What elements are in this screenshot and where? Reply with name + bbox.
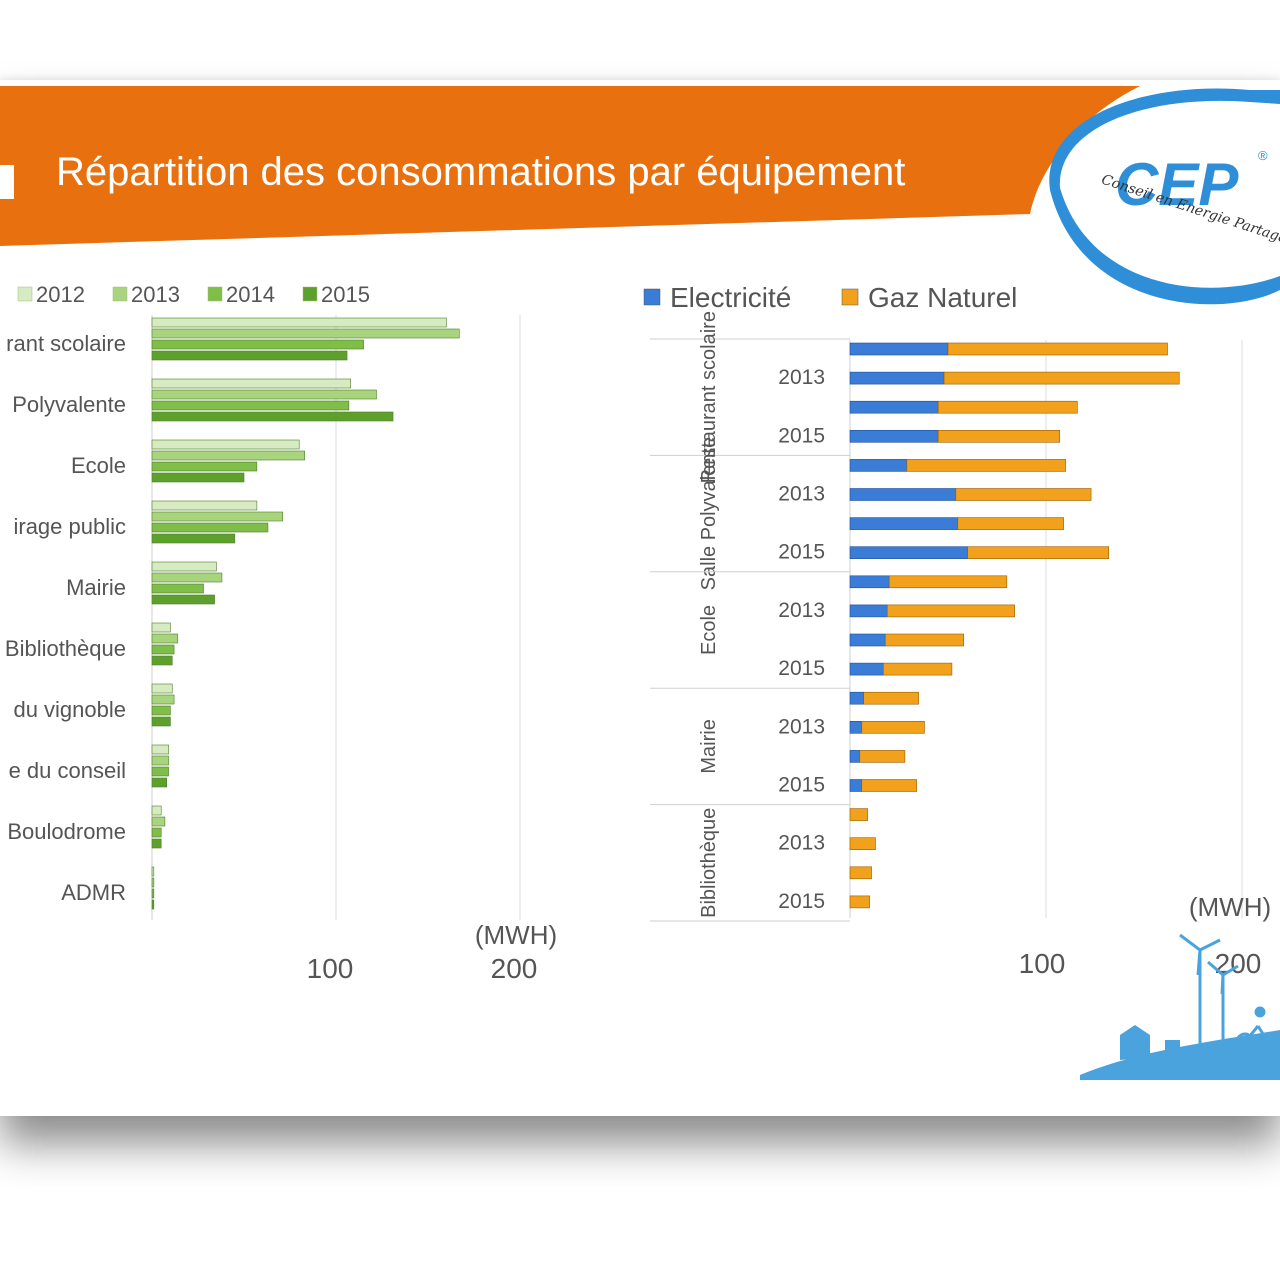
bar-2015 [151,777,168,788]
category-label: ADMR [61,880,126,905]
bar-2014 [151,461,258,472]
bar-2012 [151,561,217,572]
logo-text: CEP [1115,151,1239,218]
tick-label: 200 [491,953,538,984]
legend-swatch-2013 [112,286,128,302]
tick-label: 100 [307,953,354,984]
turbine-2 [1207,960,1239,1052]
banner-shape [0,86,1140,246]
bar-2014 [151,766,169,777]
bar-2014 [151,583,204,594]
village-silhouette [1120,1025,1180,1060]
category-label: Bibliothèque [5,636,126,661]
bar-2015 [151,594,215,605]
bar-2012 [151,500,258,511]
bar-2013 [151,633,179,644]
bar-2015 [151,350,348,361]
slide-title: Répartition des consommations par équipe… [56,150,906,194]
cep-logo: CEP ® Conseil en Energie Partagé [1049,88,1280,305]
bar-2014 [151,888,155,899]
bar-2013 [151,450,306,461]
bar-2012 [151,378,352,389]
bar-2014 [151,644,175,655]
category-label: irage public [13,514,126,539]
bar-2014 [151,827,162,838]
unit-label: (MWH) [475,920,557,950]
category-label: du vignoble [13,697,126,722]
logo-registered: ® [1258,148,1268,163]
bar-2013 [151,511,283,522]
bar-2012 [151,744,169,755]
bar-2015 [151,533,236,544]
bar-2014 [151,400,350,411]
bar-2012 [151,622,171,633]
bar-2014 [151,339,364,350]
legend-swatch-2014 [207,286,223,302]
bar-2013 [151,328,460,339]
logo-disc [1059,100,1280,288]
bar-2012 [151,866,155,877]
category-label: Ecole [71,453,126,478]
legend-label-2015: 2015 [321,282,370,307]
bar-2012 [151,683,173,694]
wind-turbine-landscape-icon [1080,933,1280,1080]
consumption-by-year-chart: 2012 2013 2014 2015 rant scolaire Polyvalente… [5,282,557,984]
bar-2013 [151,877,155,888]
bar-2015 [151,899,155,910]
bar-2012 [151,439,300,450]
bar-2013 [151,572,223,583]
slide-icon [0,165,14,199]
bar-2015 [151,655,173,666]
title-banner [0,86,1140,246]
bar-2014 [151,522,269,533]
bar-2013 [151,755,169,766]
category-label: Polyvalente [12,392,126,417]
bar-2014 [151,705,171,716]
legend-label-2014: 2014 [226,282,275,307]
legend-label-2013: 2013 [131,282,180,307]
bar-2015 [151,411,394,422]
legend-swatch-2012 [17,286,33,302]
bar-2015 [151,838,162,849]
category-label: rant scolaire [6,331,126,356]
category-label: e du conseil [9,758,126,783]
bar-2013 [151,816,166,827]
bar-2015 [151,716,171,727]
legend-swatch-2015 [302,286,318,302]
category-label: Mairie [66,575,126,600]
bar-2013 [151,694,175,705]
bar-2015 [151,472,245,483]
bar-2012 [151,317,447,328]
category-label: Boulodrome [7,819,126,844]
legend-label-2012: 2012 [36,282,85,307]
bar-2012 [151,805,162,816]
turbine-1 [1179,933,1221,1055]
cyclist [1235,1006,1278,1052]
bar-2013 [151,389,377,400]
